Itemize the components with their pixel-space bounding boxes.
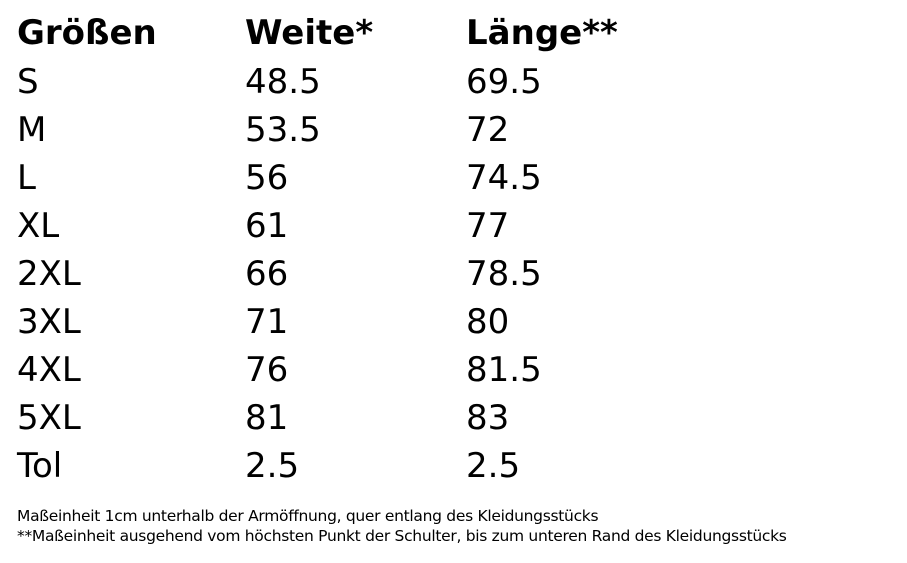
table-cell: 80 bbox=[466, 302, 510, 342]
table-cell: S bbox=[17, 62, 39, 102]
table-cell: 5XL bbox=[17, 398, 81, 438]
table-cell: 66 bbox=[245, 254, 289, 294]
table-cell: 2.5 bbox=[245, 446, 300, 486]
table-cell: 81.5 bbox=[466, 350, 542, 390]
table-cell: 81 bbox=[245, 398, 289, 438]
table-cell: 53.5 bbox=[245, 110, 321, 150]
table-cell: 83 bbox=[466, 398, 510, 438]
footnote: Maßeinheit 1cm unterhalb der Armöffnung,… bbox=[17, 507, 599, 525]
table-cell: 3XL bbox=[17, 302, 81, 342]
table-cell: 4XL bbox=[17, 350, 81, 390]
table-cell: 2.5 bbox=[466, 446, 521, 486]
table-cell: 61 bbox=[245, 206, 289, 246]
table-cell: Tol bbox=[17, 446, 63, 486]
table-cell: 78.5 bbox=[466, 254, 542, 294]
table-cell: 2XL bbox=[17, 254, 81, 294]
table-cell: 69.5 bbox=[466, 62, 542, 102]
table-cell: 48.5 bbox=[245, 62, 321, 102]
table-cell: XL bbox=[17, 206, 60, 246]
column-header: Länge** bbox=[466, 13, 618, 53]
footnote: **Maßeinheit ausgehend vom höchsten Punk… bbox=[17, 527, 787, 545]
table-cell: 71 bbox=[245, 302, 289, 342]
table-cell: M bbox=[17, 110, 47, 150]
column-header: Größen bbox=[17, 13, 157, 53]
column-header: Weite* bbox=[245, 13, 374, 53]
table-cell: 74.5 bbox=[466, 158, 542, 198]
table-cell: 72 bbox=[466, 110, 510, 150]
table-cell: L bbox=[17, 158, 36, 198]
table-cell: 56 bbox=[245, 158, 289, 198]
table-cell: 77 bbox=[466, 206, 510, 246]
table-cell: 76 bbox=[245, 350, 289, 390]
